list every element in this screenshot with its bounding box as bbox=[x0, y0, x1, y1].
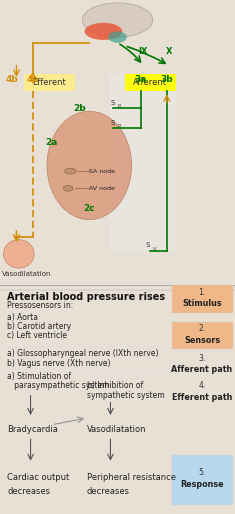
Text: 1.: 1. bbox=[199, 288, 206, 297]
Text: V: V bbox=[153, 247, 156, 252]
Text: P: P bbox=[118, 104, 120, 109]
Text: b) Vagus nerve (Xth nerve): b) Vagus nerve (Xth nerve) bbox=[7, 359, 110, 368]
Text: S: S bbox=[110, 100, 115, 106]
Ellipse shape bbox=[47, 111, 132, 219]
Text: Arterial blood pressure rises: Arterial blood pressure rises bbox=[7, 292, 165, 302]
Ellipse shape bbox=[65, 168, 76, 174]
Text: Peripheral resistance: Peripheral resistance bbox=[87, 473, 176, 482]
Text: Response: Response bbox=[180, 480, 224, 489]
Text: 2b: 2b bbox=[74, 104, 86, 113]
Text: 3a: 3a bbox=[135, 76, 147, 84]
Text: 2a: 2a bbox=[46, 138, 58, 147]
Text: 4a: 4a bbox=[27, 76, 39, 84]
Text: Bradycardia: Bradycardia bbox=[7, 425, 58, 434]
Ellipse shape bbox=[108, 31, 127, 43]
Text: Cardiac output: Cardiac output bbox=[7, 473, 69, 482]
Text: P: P bbox=[118, 124, 120, 130]
Text: Stimulus: Stimulus bbox=[182, 299, 222, 308]
Text: IX: IX bbox=[139, 47, 148, 56]
Text: Efferent: Efferent bbox=[32, 78, 66, 87]
Text: b) Inhibition of: b) Inhibition of bbox=[87, 381, 143, 391]
Bar bbox=[172, 454, 233, 505]
Ellipse shape bbox=[85, 23, 122, 40]
Bar bbox=[172, 322, 233, 350]
Text: a) Glossopharyngeal nerve (IXth nerve): a) Glossopharyngeal nerve (IXth nerve) bbox=[7, 350, 159, 358]
Text: SA node: SA node bbox=[89, 169, 115, 174]
Text: 3.: 3. bbox=[199, 354, 206, 363]
Text: b) Carotid artery: b) Carotid artery bbox=[7, 322, 71, 331]
Text: Sensors: Sensors bbox=[184, 336, 220, 345]
Text: X: X bbox=[166, 47, 172, 56]
Text: a) Stimulation of: a) Stimulation of bbox=[7, 372, 71, 381]
Text: 2.: 2. bbox=[199, 324, 206, 333]
Text: 2c: 2c bbox=[83, 204, 95, 213]
Text: Pressosensors in:: Pressosensors in: bbox=[7, 301, 73, 310]
Text: Afferent: Afferent bbox=[133, 78, 167, 87]
Text: Vasodilatation: Vasodilatation bbox=[2, 271, 52, 277]
Text: 3b: 3b bbox=[161, 76, 173, 84]
Text: decreases: decreases bbox=[87, 487, 130, 495]
Text: Vasodilatation: Vasodilatation bbox=[87, 425, 146, 434]
Text: S: S bbox=[146, 242, 150, 248]
Text: a) Aorta: a) Aorta bbox=[7, 313, 38, 322]
Text: AV node: AV node bbox=[89, 186, 115, 191]
Bar bbox=[110, 74, 176, 251]
FancyBboxPatch shape bbox=[24, 74, 75, 91]
FancyBboxPatch shape bbox=[125, 74, 176, 91]
Text: sympathetic system: sympathetic system bbox=[87, 391, 164, 399]
Ellipse shape bbox=[63, 186, 73, 191]
Text: Efferent path: Efferent path bbox=[172, 393, 232, 402]
Text: 4.: 4. bbox=[199, 381, 206, 391]
Text: S: S bbox=[110, 120, 115, 125]
Text: c) Left ventricle: c) Left ventricle bbox=[7, 331, 67, 340]
Text: parasympathetic system: parasympathetic system bbox=[7, 381, 110, 391]
Text: 4b: 4b bbox=[5, 76, 18, 84]
Text: decreases: decreases bbox=[7, 487, 50, 495]
Text: 5.: 5. bbox=[199, 468, 206, 478]
Ellipse shape bbox=[4, 240, 34, 268]
Text: Afferent path: Afferent path bbox=[172, 365, 233, 374]
Ellipse shape bbox=[82, 3, 153, 37]
Bar bbox=[172, 285, 233, 313]
